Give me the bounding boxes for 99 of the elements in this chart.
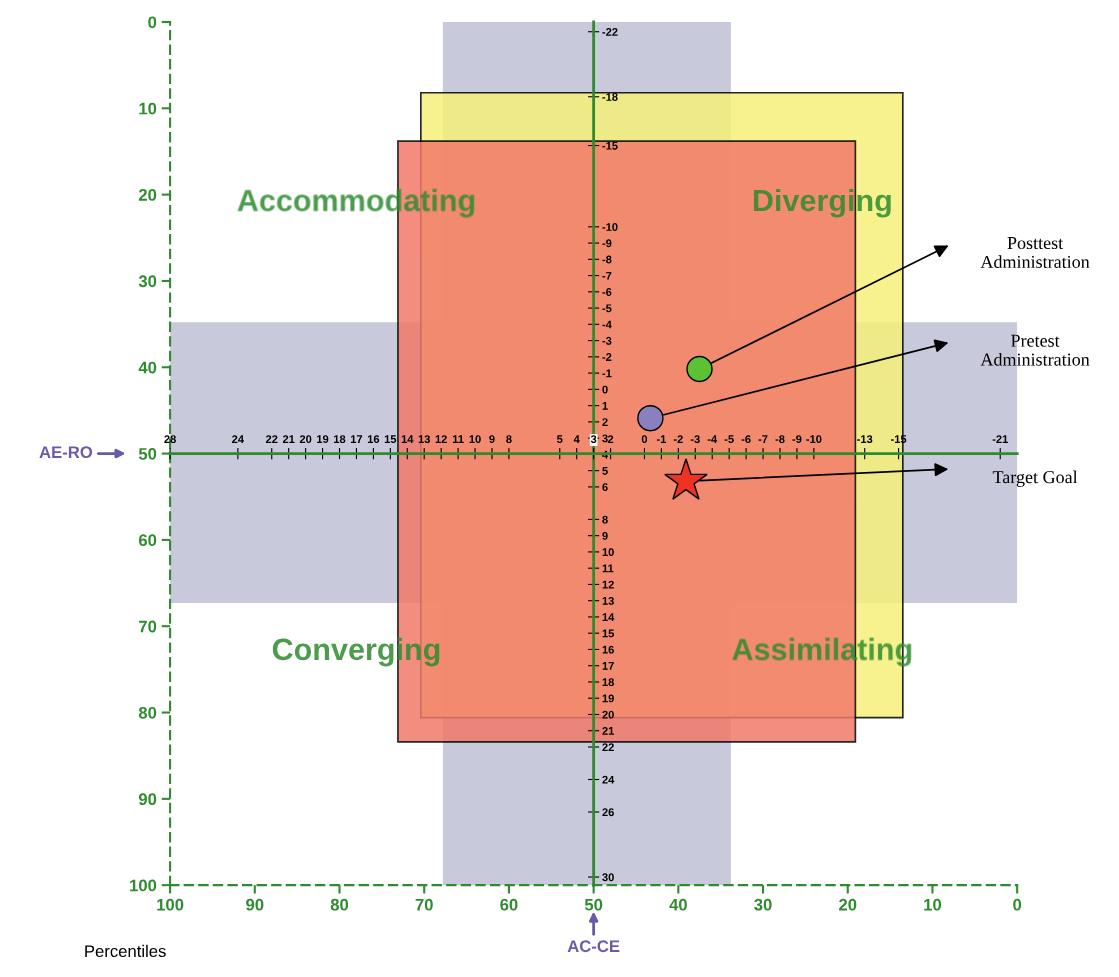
y-tick-label: 0: [148, 16, 157, 29]
x-tick-label: 10: [924, 898, 942, 911]
y2-tick-label: 5: [602, 467, 608, 475]
x2-tick-label: -6: [741, 435, 751, 444]
y2-tick-label: 18: [602, 678, 614, 687]
x-tick-label: 0: [1013, 898, 1022, 911]
y2-tick-label: 22: [602, 743, 614, 752]
y-tick-label: 70: [139, 620, 157, 633]
y2-tick-label: -18: [602, 93, 618, 101]
y-tick-label: 30: [138, 275, 157, 288]
y2-tick-label: 17: [602, 662, 614, 670]
x2-tick-label: 10: [469, 435, 481, 444]
x-tick-label: 30: [754, 898, 772, 911]
y2-tick-label: 3: [602, 434, 608, 443]
x2-tick-label: -10: [806, 435, 822, 444]
y2-tick-label: 2: [602, 418, 608, 426]
x2-tick-label: 5: [557, 435, 563, 444]
y2-tick-label: -1: [602, 369, 612, 378]
y2-tick-label: 8: [602, 515, 608, 524]
y2-tick-label: 10: [602, 548, 614, 557]
y2-tick-label: -22: [602, 28, 618, 36]
y2-tick-label: -2: [602, 353, 612, 361]
x-tick-label: 40: [669, 898, 687, 911]
x2-tick-label: 16: [367, 435, 380, 444]
y2-tick-label: 24: [602, 775, 615, 784]
x2-tick-label: 13: [418, 435, 430, 444]
x2-tick-label: -9: [792, 435, 802, 444]
y2-tick-label: 15: [602, 629, 615, 638]
x2-tick-label: -5: [724, 435, 734, 444]
x2-tick-label: 3: [590, 435, 597, 444]
x2-tick-label: 28: [164, 435, 176, 444]
y2-tick-label: 9: [602, 531, 608, 540]
y-tick-label: 90: [138, 793, 157, 806]
x2-tick-label: -1: [656, 435, 667, 443]
y2-tick-label: 1: [602, 402, 608, 410]
text: Pretest Administration: [980, 334, 1090, 366]
y2-tick-label: -7: [602, 271, 612, 280]
y2-tick-label: 0: [602, 385, 608, 394]
x2-tick-label: 18: [334, 435, 346, 444]
y2-tick-label: 12: [602, 580, 614, 589]
x-axis-title: AC-CE: [567, 940, 620, 953]
y2-tick-label: 11: [602, 564, 614, 573]
x2-tick-label: 11: [452, 435, 464, 443]
x2-tick-label: 24: [232, 435, 244, 443]
x2-tick-label: 19: [317, 435, 329, 444]
x2-tick-label: -4: [707, 435, 718, 443]
x2-tick-label: 0: [641, 435, 648, 444]
x2-tick-label: -8: [775, 435, 785, 444]
x2-tick-label: 2: [607, 435, 614, 443]
y2-tick-label: 26: [602, 808, 614, 817]
x-tick-label: 80: [330, 898, 349, 911]
x2-tick-label: 21: [282, 435, 295, 443]
x-tick-label: 70: [415, 898, 433, 911]
y-tick-label: 50: [138, 447, 157, 460]
y2-tick-label: -5: [602, 304, 612, 313]
y-tick-label: 80: [138, 706, 157, 719]
x2-tick-label: 4: [573, 435, 580, 443]
y2-tick-label: -8: [602, 255, 612, 264]
x2-tick-label: 9: [489, 435, 495, 444]
x2-tick-label: 17: [350, 435, 363, 443]
y-axis-title: AE-RO: [39, 446, 93, 459]
x2-tick-label: -21: [992, 435, 1008, 443]
text: Target Goal: [992, 470, 1078, 487]
y2-tick-label: 20: [602, 710, 614, 719]
y2-tick-label: -9: [602, 239, 612, 248]
y-tick-label: 10: [139, 102, 157, 115]
x2-tick-label: 8: [506, 435, 512, 444]
x2-tick-label: 22: [265, 435, 278, 443]
y2-tick-label: -10: [602, 223, 618, 231]
y2-tick-label: 14: [602, 613, 615, 621]
y-tick-label: 60: [138, 534, 157, 547]
x-tick-label: 60: [500, 898, 518, 911]
x-tick-label: 50: [584, 898, 603, 911]
x2-tick-label: 12: [435, 435, 447, 443]
y-tick-label: 40: [138, 361, 157, 374]
x2-tick-label: -13: [857, 435, 873, 444]
y2-tick-label: -3: [602, 336, 612, 345]
x-tick-label: 90: [246, 898, 264, 911]
x-tick-label: 100: [157, 898, 184, 911]
y2-tick-label: 13: [602, 596, 614, 605]
x2-tick-label: 14: [401, 435, 414, 443]
x2-tick-label: -3: [690, 435, 700, 444]
x2-tick-label: 15: [384, 435, 397, 444]
x2-tick-label: -2: [673, 435, 683, 443]
y2-tick-label: 21: [602, 727, 615, 735]
x-tick-label: 20: [839, 898, 857, 911]
text: Percentiles: [85, 944, 166, 958]
y2-tick-label: -6: [602, 288, 612, 296]
text: Posttest Administration: [980, 237, 1090, 268]
y2-tick-label: 19: [602, 694, 614, 703]
y2-tick-label: -15: [602, 141, 618, 150]
y2-tick-label: 6: [602, 483, 608, 492]
x2-tick-label: 20: [299, 435, 312, 444]
y2-tick-label: 30: [602, 873, 614, 882]
y-tick-label: 20: [138, 189, 157, 201]
y-tick-label: 100: [130, 879, 157, 892]
y2-tick-label: 16: [602, 645, 614, 654]
x2-tick-label: -7: [758, 435, 768, 443]
y2-tick-label: -4: [602, 320, 612, 329]
